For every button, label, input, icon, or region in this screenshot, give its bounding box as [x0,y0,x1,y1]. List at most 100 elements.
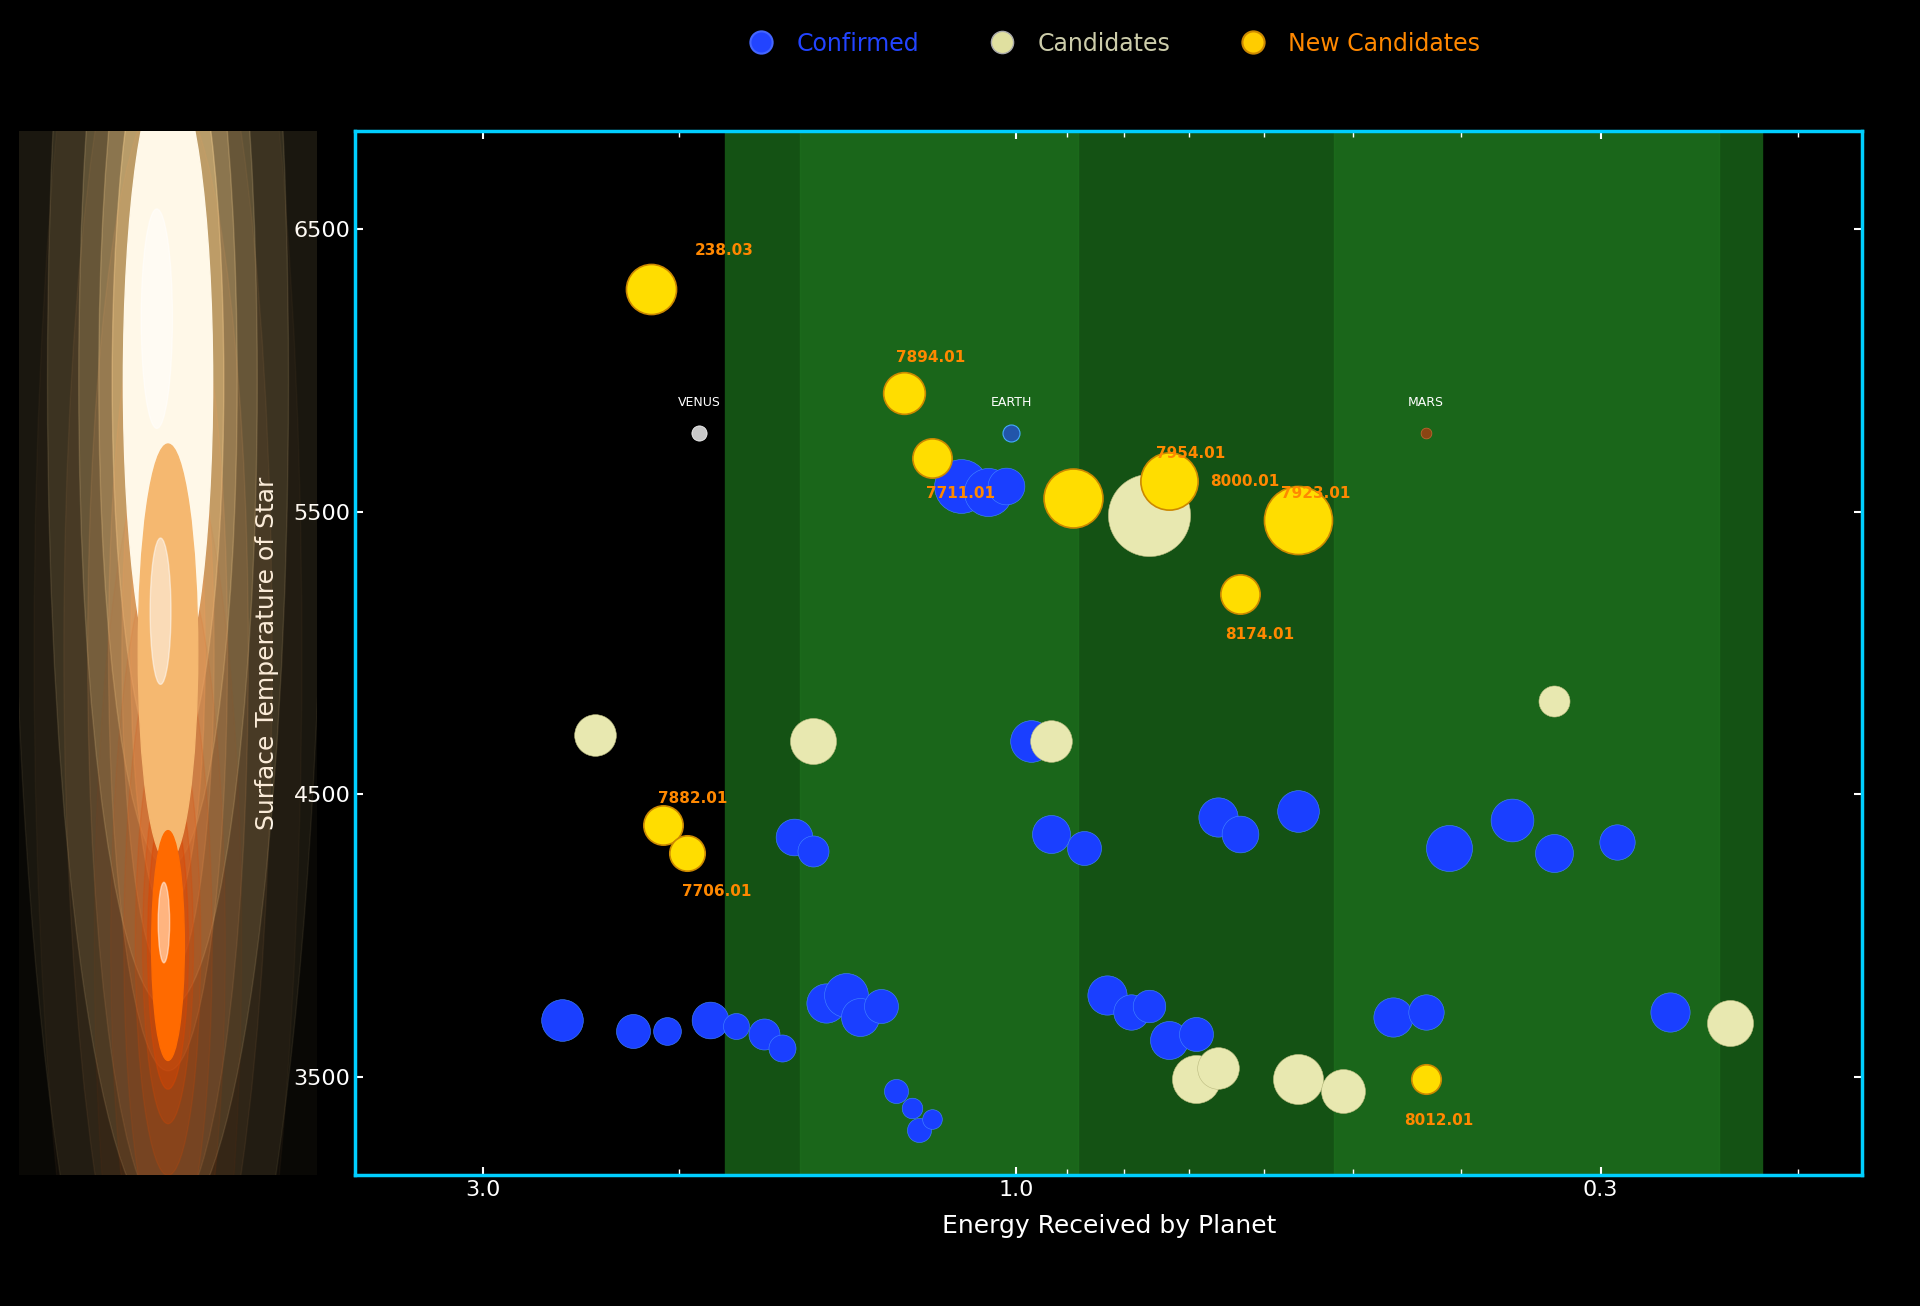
Point [580,725,611,746]
Circle shape [63,0,273,1306]
Bar [801,131,1079,1175]
Point [1283,801,1313,821]
Point [889,383,920,404]
Circle shape [108,235,228,1071]
Point [1379,1007,1409,1028]
Point [810,993,841,1013]
Circle shape [142,209,173,428]
Point [653,1021,684,1042]
Point [972,482,1002,503]
Point [904,1119,935,1140]
Point [1498,810,1528,831]
Point [1154,1029,1185,1050]
Text: 7882.01: 7882.01 [659,790,728,806]
Text: 8174.01: 8174.01 [1225,627,1294,641]
Circle shape [142,768,194,1123]
Point [1181,1024,1212,1045]
Circle shape [111,0,225,773]
X-axis label: Energy Received by Planet: Energy Received by Planet [941,1215,1277,1238]
Point [1068,837,1098,858]
Point [1540,691,1571,712]
Point [1283,1068,1313,1089]
Circle shape [138,444,198,862]
Point [1655,1002,1686,1023]
Point [1715,1012,1745,1033]
Circle shape [134,716,202,1175]
Point [1540,844,1571,865]
Circle shape [150,538,171,684]
Point [947,475,977,496]
Bar [1334,131,1718,1175]
Point [1601,832,1632,853]
Text: 7923.01: 7923.01 [1281,486,1350,500]
Point [845,1007,876,1028]
Point [1411,1002,1442,1023]
Circle shape [12,0,324,1306]
Circle shape [157,883,169,963]
Text: VENUS: VENUS [678,396,720,409]
Point [780,827,810,848]
Point [1154,470,1185,491]
Point [916,1109,947,1130]
Text: 238.03: 238.03 [695,243,753,257]
Point [1135,995,1165,1016]
Point [695,1010,726,1030]
Point [991,475,1021,496]
Legend: Confirmed, Candidates, New Candidates: Confirmed, Candidates, New Candidates [728,22,1490,65]
Circle shape [148,802,188,1089]
Point [766,1038,797,1059]
Circle shape [123,68,213,695]
Text: 7706.01: 7706.01 [682,884,751,899]
Point [1116,1002,1146,1023]
Text: EARTH: EARTH [991,396,1031,409]
Point [1202,1058,1233,1079]
Point [1327,1080,1357,1101]
Point [1037,730,1068,751]
Point [1037,823,1068,844]
Point [1225,823,1256,844]
Point [545,1010,576,1030]
Text: 7954.01: 7954.01 [1156,447,1225,461]
Point [916,448,947,469]
Text: 8012.01: 8012.01 [1404,1113,1473,1127]
Point [797,840,828,861]
Circle shape [123,635,213,1256]
Y-axis label: Surface Temperature of Star: Surface Temperature of Star [255,477,280,829]
Point [881,1080,912,1101]
Point [1058,487,1089,508]
Text: 7894.01: 7894.01 [897,350,966,366]
Bar [726,131,1763,1175]
Circle shape [48,0,288,1228]
Text: MARS: MARS [1407,396,1444,409]
Point [797,730,828,751]
Point [1225,584,1256,605]
Circle shape [79,0,257,1008]
Point [1411,1068,1442,1089]
Point [1434,837,1465,858]
Point [618,1021,649,1042]
Circle shape [88,89,248,1217]
Text: 7711.01: 7711.01 [925,486,995,500]
Point [831,985,862,1006]
Point [1181,1068,1212,1089]
Point [1091,985,1121,1006]
Point [636,278,666,299]
Point [1016,730,1046,751]
Point [897,1097,927,1118]
Text: 8000.01: 8000.01 [1210,474,1281,490]
Point [720,1015,751,1036]
Point [1715,1012,1745,1033]
Circle shape [152,831,184,1060]
Point [866,995,897,1016]
Circle shape [111,543,225,1306]
Point [1135,504,1165,525]
Point [749,1024,780,1045]
Point [1411,423,1442,444]
Circle shape [131,392,205,914]
Circle shape [98,0,238,867]
Point [1202,806,1233,827]
Point [672,844,703,865]
Circle shape [121,329,215,977]
Point [996,423,1027,444]
Point [684,423,714,444]
